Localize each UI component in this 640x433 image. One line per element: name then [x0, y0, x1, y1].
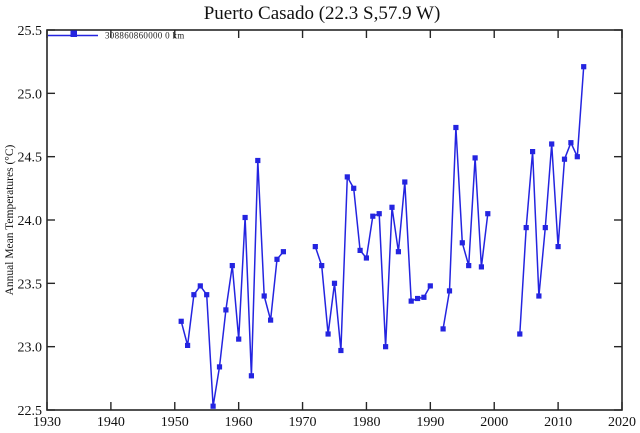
data-point [248, 373, 254, 379]
data-point [453, 124, 459, 131]
data-point [210, 403, 216, 409]
x-tick-label: 1980 [352, 415, 380, 430]
data-point [427, 283, 433, 289]
data-point [344, 174, 350, 180]
data-point [312, 244, 318, 250]
data-point [274, 256, 280, 262]
series-line [314, 176, 431, 352]
data-point [472, 155, 478, 161]
data-point [555, 244, 561, 250]
page-title: Puerto Casado (22.3 S,57.9 W) [204, 3, 441, 24]
x-tick-label: 2000 [480, 415, 508, 430]
axis-tick-labels: 1930 1940 1950 1960 1970 1980 1990 2000 2010 2020… [18, 24, 637, 430]
data-point [268, 317, 274, 323]
data-point [191, 292, 197, 298]
series-line [442, 126, 489, 330]
data-point [242, 214, 248, 221]
data-point [331, 280, 338, 286]
data-point [421, 294, 427, 300]
data-point [185, 342, 191, 348]
data-point [338, 347, 344, 354]
x-tick-label: 1950 [161, 415, 189, 430]
data-point [478, 264, 484, 270]
data-point [415, 295, 421, 302]
data-point [402, 179, 408, 185]
data-point [517, 331, 523, 337]
y-axis-label: Annual Mean Temperatures (°C) [4, 144, 16, 295]
data-point [204, 292, 210, 298]
data-point [370, 213, 376, 219]
axis-ticks [46, 29, 623, 411]
data-point [223, 307, 229, 313]
data-point [261, 293, 267, 299]
data-point [376, 211, 382, 217]
data-point [536, 293, 542, 299]
data-point [408, 298, 414, 304]
legend-label: 308860860000 0 km [105, 31, 185, 41]
data-point [530, 149, 536, 155]
data-point [319, 263, 325, 269]
x-tick-label: 2020 [608, 415, 636, 430]
data-point [216, 364, 223, 370]
data-point [357, 247, 363, 253]
data-point [395, 249, 401, 255]
temperature-series [178, 64, 587, 409]
x-tick-label: 1930 [33, 415, 61, 430]
data-point [236, 336, 242, 342]
data-point [446, 288, 453, 294]
y-tick-label: 23.0 [18, 341, 43, 356]
x-tick-label: 1970 [289, 415, 317, 430]
series-line [180, 159, 284, 407]
y-tick-label: 25.5 [18, 24, 43, 39]
data-point [459, 240, 465, 246]
data-point [574, 154, 580, 160]
data-point [466, 263, 472, 269]
y-tick-label: 25.0 [18, 87, 43, 102]
x-tick-label: 2010 [544, 415, 572, 430]
y-tick-label: 24.0 [18, 214, 43, 229]
data-point [383, 344, 389, 350]
data-point [549, 141, 555, 147]
data-point [229, 263, 235, 269]
data-point [568, 140, 574, 146]
data-point [561, 156, 568, 162]
legend: 308860860000 0 km [48, 30, 185, 41]
data-point [523, 225, 529, 231]
data-point [440, 326, 446, 332]
y-tick-label: 22.5 [18, 404, 43, 419]
data-point [351, 185, 357, 191]
data-point [197, 283, 203, 289]
data-point [389, 204, 395, 210]
data-point [280, 249, 286, 255]
data-point [363, 255, 369, 261]
legend-marker-icon [70, 30, 77, 37]
data-point [178, 318, 184, 324]
x-tick-label: 1960 [225, 415, 253, 430]
data-point [485, 211, 491, 217]
y-tick-label: 24.5 [18, 151, 43, 166]
series-line [519, 66, 585, 335]
data-point [325, 331, 331, 337]
data-point [255, 157, 261, 164]
data-point [542, 225, 548, 231]
data-point [581, 64, 587, 70]
x-tick-label: 1990 [416, 415, 444, 430]
y-tick-label: 23.5 [18, 277, 43, 292]
x-tick-label: 1940 [97, 415, 125, 430]
